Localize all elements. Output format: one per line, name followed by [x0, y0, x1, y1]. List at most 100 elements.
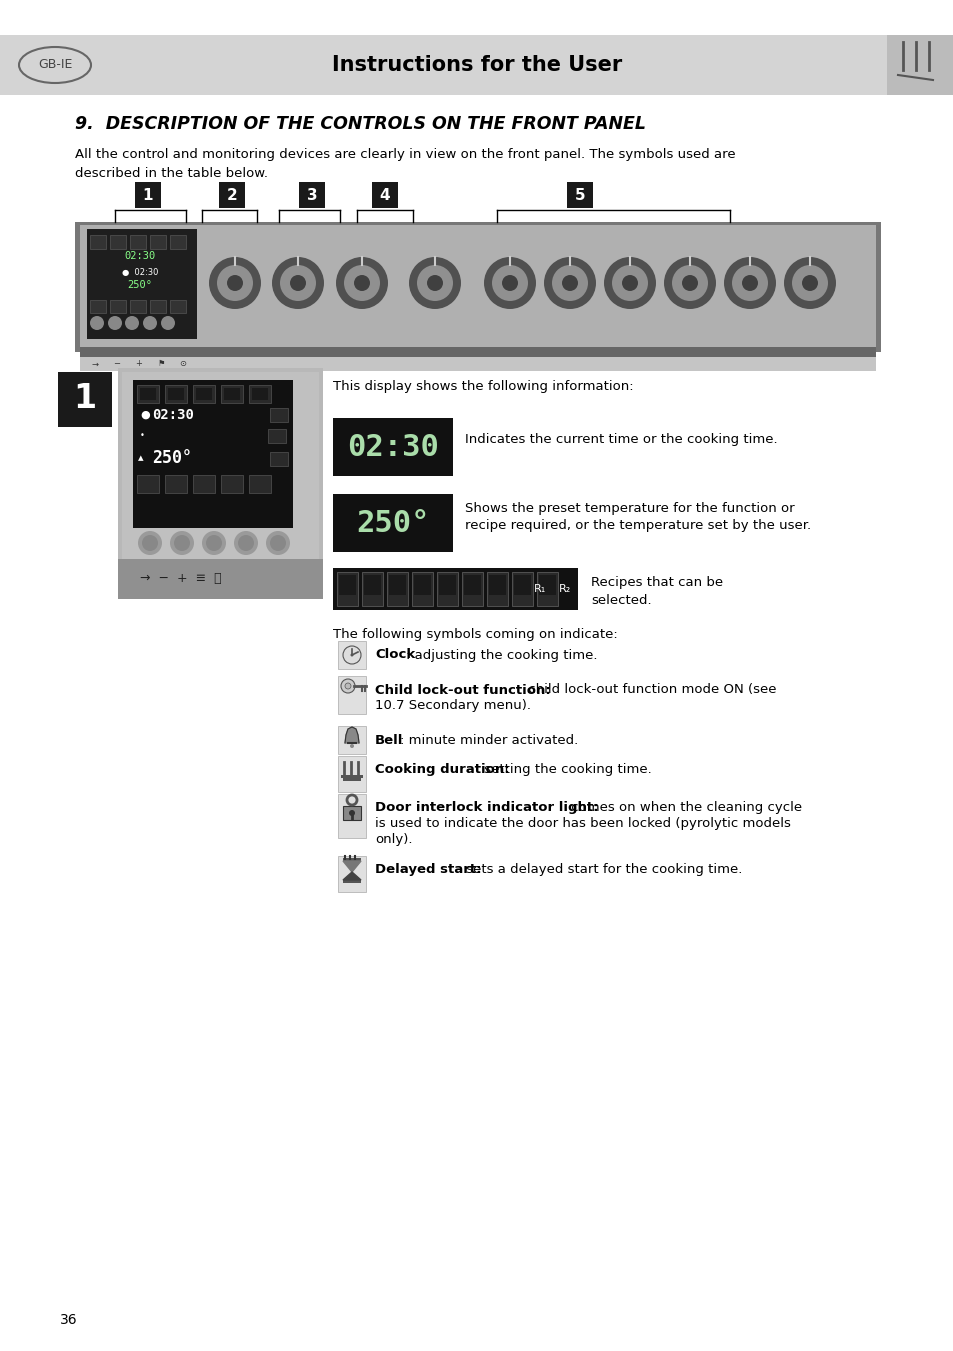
Text: 250°: 250°	[152, 449, 192, 467]
Text: 1: 1	[73, 382, 96, 416]
Bar	[80, 347, 875, 357]
Bar	[0, 35, 953, 95]
Text: Cooking duration:: Cooking duration:	[375, 763, 509, 777]
Bar	[340, 775, 363, 778]
Bar	[193, 385, 214, 403]
Text: : adjusting the cooking time.: : adjusting the cooking time.	[406, 648, 597, 662]
Circle shape	[801, 276, 817, 290]
Bar	[252, 388, 268, 400]
Text: 3: 3	[306, 188, 317, 203]
Circle shape	[349, 811, 355, 816]
Bar	[389, 576, 406, 594]
Text: ▴: ▴	[138, 453, 144, 463]
Circle shape	[90, 316, 104, 330]
Bar	[268, 430, 286, 443]
Bar	[110, 235, 126, 249]
Text: 02:30: 02:30	[124, 251, 155, 261]
Circle shape	[272, 257, 324, 309]
Bar	[333, 567, 578, 611]
Circle shape	[731, 265, 767, 301]
Circle shape	[492, 265, 527, 301]
Bar	[387, 571, 408, 607]
Bar	[118, 367, 323, 567]
Text: →: →	[91, 359, 98, 369]
Circle shape	[108, 316, 122, 330]
Circle shape	[345, 684, 351, 689]
Text: Clock: Clock	[375, 648, 415, 662]
Circle shape	[138, 531, 162, 555]
Text: Indicates the current time or the cooking time.: Indicates the current time or the cookin…	[464, 434, 777, 446]
Bar	[270, 408, 288, 422]
Text: Instructions for the User: Instructions for the User	[332, 55, 621, 76]
Text: : minute minder activated.: : minute minder activated.	[399, 734, 578, 747]
Bar	[224, 388, 240, 400]
Bar	[90, 235, 106, 249]
Bar	[566, 182, 593, 208]
Bar	[486, 571, 507, 607]
Bar	[80, 226, 875, 349]
Bar	[337, 676, 366, 713]
Bar	[338, 576, 355, 594]
Circle shape	[501, 276, 517, 290]
Bar	[361, 571, 382, 607]
Bar	[461, 571, 482, 607]
Text: +: +	[135, 359, 142, 369]
Text: 1: 1	[143, 188, 153, 203]
Polygon shape	[343, 861, 360, 871]
Text: recipe required, or the temperature set by the user.: recipe required, or the temperature set …	[464, 519, 810, 532]
Circle shape	[741, 276, 758, 290]
Text: selected.: selected.	[590, 594, 651, 607]
Circle shape	[344, 265, 379, 301]
Text: −: −	[113, 359, 120, 369]
Bar	[343, 858, 360, 861]
Circle shape	[427, 276, 442, 290]
Text: described in the table below.: described in the table below.	[75, 168, 268, 180]
Text: The following symbols coming on indicate:: The following symbols coming on indicate…	[333, 628, 618, 640]
Circle shape	[791, 265, 827, 301]
Bar	[168, 388, 184, 400]
Bar	[135, 182, 161, 208]
Bar	[165, 476, 187, 493]
Text: ⚑: ⚑	[157, 359, 165, 369]
Circle shape	[552, 265, 587, 301]
Circle shape	[142, 535, 158, 551]
Bar	[270, 453, 288, 466]
Text: 4: 4	[379, 188, 390, 203]
Circle shape	[227, 276, 243, 290]
Circle shape	[270, 535, 286, 551]
Text: →  −  +  ≡  ⦿: → − + ≡ ⦿	[140, 573, 221, 585]
Text: setting the cooking time.: setting the cooking time.	[480, 763, 652, 777]
Circle shape	[723, 257, 775, 309]
Bar	[150, 235, 166, 249]
Circle shape	[237, 535, 253, 551]
Text: 250°: 250°	[128, 280, 152, 290]
Circle shape	[416, 265, 453, 301]
Text: R₂: R₂	[558, 584, 571, 594]
Bar	[337, 757, 366, 792]
Bar	[75, 222, 880, 353]
Bar	[412, 571, 433, 607]
Circle shape	[340, 680, 355, 693]
Bar	[337, 794, 366, 838]
Polygon shape	[345, 727, 358, 743]
Circle shape	[343, 646, 360, 663]
Bar	[219, 182, 245, 208]
Circle shape	[143, 316, 157, 330]
Circle shape	[290, 276, 306, 290]
Circle shape	[209, 257, 261, 309]
Circle shape	[663, 257, 716, 309]
Text: 2: 2	[227, 188, 237, 203]
Text: 5: 5	[574, 188, 585, 203]
Bar	[58, 372, 112, 427]
Circle shape	[543, 257, 596, 309]
Circle shape	[561, 276, 578, 290]
Text: 250°: 250°	[355, 508, 429, 538]
Circle shape	[335, 257, 388, 309]
Bar	[221, 476, 243, 493]
Circle shape	[173, 535, 190, 551]
Bar	[463, 576, 480, 594]
Bar	[132, 380, 293, 528]
Bar	[150, 300, 166, 313]
Bar	[538, 576, 556, 594]
Bar	[137, 476, 159, 493]
